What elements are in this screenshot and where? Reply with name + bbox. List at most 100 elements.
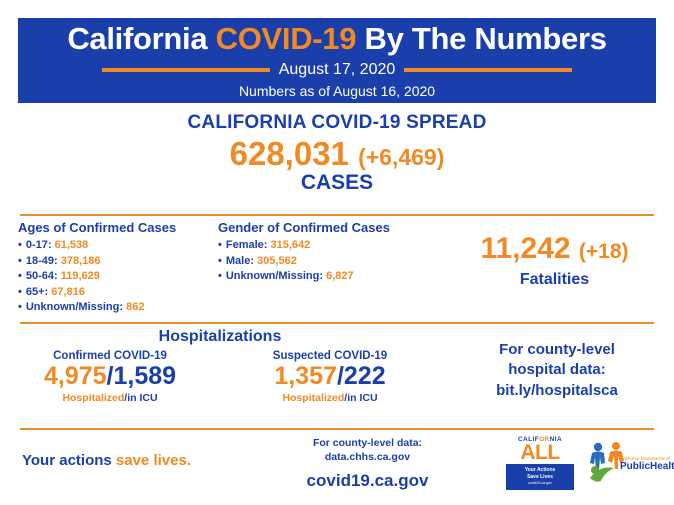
county-data-label: For county-level data: — [312, 437, 423, 449]
confirmed-icu: 1,589 — [113, 362, 177, 390]
divider-rule-top — [20, 214, 654, 216]
confirmed-sub-icu: in ICU — [127, 391, 158, 404]
gender-value: 305,562 — [257, 254, 297, 267]
banner-dateline: August 17, 2020 — [18, 61, 656, 79]
gender-label: Unknown/Missing: — [225, 270, 324, 282]
footer-links: For county-level data: data.chhs.ca.gov … — [255, 437, 480, 491]
fatalities-delta: (+18) — [578, 240, 629, 263]
california-wordmark-accent: OR — [539, 436, 550, 443]
county-hospital-data-panel: For county-level hospital data: bit.ly/h… — [440, 340, 674, 401]
total-cases-value: 628,031 (+6,469) — [0, 135, 674, 172]
spread-heading: CALIFORNIA COVID-19 SPREAD — [187, 112, 487, 133]
tagline-line-2: Save Lives — [527, 474, 553, 481]
age-label: 50-64: — [25, 270, 58, 282]
gender-heading: Gender of Confirmed Cases — [218, 220, 390, 235]
gender-label: Male: — [225, 254, 254, 267]
list-item: 0-17: 61,538 — [18, 238, 218, 254]
fatalities-value: 11,242 (+18) — [435, 232, 674, 265]
gender-value: 315,642 — [270, 239, 311, 251]
county-data-link[interactable]: data.chhs.ca.gov — [324, 450, 411, 463]
suspected-separator: / — [336, 362, 344, 390]
hospitalizations-columns: Confirmed COVID-19 4,975/1,589 Hospitali… — [0, 350, 440, 404]
public-health-name: PublicHealth — [620, 460, 674, 472]
total-cases-delta: (+6,469) — [358, 144, 445, 170]
data-as-of-subtitle: Numbers as of August 16, 2020 — [238, 82, 436, 99]
report-date: August 17, 2020 — [278, 60, 396, 78]
hospitalizations-confirmed: Confirmed COVID-19 4,975/1,589 Hospitali… — [0, 350, 220, 404]
suspected-values: 1,357/222 — [220, 362, 440, 391]
list-item: 18-49: 378,186 — [18, 254, 218, 270]
gender-label: Female: — [225, 239, 268, 251]
cases-label: CASES — [300, 170, 374, 194]
header-banner: California COVID-19 By The Numbers Augus… — [18, 18, 656, 103]
main-site-link[interactable]: covid19.ca.gov — [306, 471, 429, 491]
tagline-url: covid19.ca.gov — [528, 481, 552, 486]
title-part-2: By The Numbers — [356, 20, 607, 56]
list-item: 50-64: 119,629 — [18, 269, 218, 285]
hospitalizations-heading: Hospitalizations — [158, 328, 282, 345]
public-health-department-line: California Department of — [620, 456, 670, 461]
age-value: 61,538 — [54, 239, 89, 251]
ages-panel: Ages of Confirmed Cases 0-17: 61,538 18-… — [18, 220, 218, 316]
fatalities-panel: 11,242 (+18) Fatalities — [435, 220, 674, 289]
california-wordmark-post: NIA — [549, 436, 563, 443]
gender-panel: Gender of Confirmed Cases Female: 315,64… — [218, 220, 433, 285]
dash-left-decoration — [101, 67, 270, 72]
california-wordmark-pre: CALIF — [517, 436, 540, 443]
public-health-wordmark: California Department of PublicHealth — [620, 456, 674, 472]
suspected-hospitalized: 1,357 — [274, 362, 337, 390]
california-wordmark: CALIFORNIA — [506, 436, 574, 443]
divider-rule-middle — [20, 322, 654, 324]
tagline-line-1: Your Actions — [524, 466, 556, 473]
age-label: 0-17: — [25, 239, 52, 251]
age-label: 18-49: — [25, 254, 58, 267]
confirmed-separator: / — [106, 362, 114, 390]
divider-rule-bottom — [20, 428, 654, 430]
suspected-sub-hospitalized: Hospitalized — [282, 391, 345, 404]
title-part-1: California — [67, 20, 216, 56]
age-value: 119,629 — [60, 270, 100, 282]
all-wordmark: ALL — [520, 441, 560, 464]
public-health-figures-icon — [590, 442, 624, 482]
confirmed-sub-separator: / — [124, 391, 128, 404]
county-hospital-link[interactable]: bit.ly/hospitalsca — [496, 381, 618, 399]
confirmed-hospitalized: 4,975 — [43, 362, 107, 390]
california-all-tagline-box: Your Actions Save Lives covid19.ca.gov — [506, 463, 574, 490]
suspected-heading: Suspected COVID-19 — [272, 350, 388, 362]
ages-list: 0-17: 61,538 18-49: 378,186 50-64: 119,6… — [18, 238, 218, 316]
actions-tagline-part-1: Your actions — [22, 452, 116, 469]
hospitalizations-section: Hospitalizations Confirmed COVID-19 4,97… — [0, 328, 440, 404]
suspected-sublabel: Hospitalized/in ICU — [220, 392, 440, 404]
fatalities-label: Fatalities — [519, 271, 590, 288]
suspected-sub-icu: in ICU — [347, 391, 378, 404]
hospitalizations-suspected: Suspected COVID-19 1,357/222 Hospitalize… — [220, 350, 440, 404]
confirmed-heading: Confirmed COVID-19 — [53, 350, 167, 362]
statistics-row: Ages of Confirmed Cases 0-17: 61,538 18-… — [0, 220, 674, 320]
confirmed-sublabel: Hospitalized/in ICU — [0, 392, 220, 404]
age-value: 67,816 — [51, 285, 85, 298]
list-item: 65+: 67,816 — [18, 285, 218, 301]
age-value: 378,186 — [60, 254, 101, 267]
public-health-logo: California Department of PublicHealth — [586, 438, 674, 490]
age-label: 65+: — [25, 285, 49, 298]
dash-right-decoration — [404, 67, 573, 72]
spread-section: CALIFORNIA COVID-19 SPREAD 628,031 (+6,4… — [0, 112, 674, 194]
county-hospital-line-2: hospital data: — [508, 361, 606, 379]
list-item: Female: 315,642 — [218, 238, 433, 254]
gender-list: Female: 315,642 Male: 305,562 Unknown/Mi… — [218, 238, 433, 285]
total-cases-number: 628,031 — [229, 135, 349, 172]
california-all-logo: CALIFORNIA ALL Your Actions Save Lives c… — [506, 436, 574, 490]
actions-tagline: Your actions save lives. — [22, 452, 191, 469]
logo-group: CALIFORNIA ALL Your Actions Save Lives c… — [498, 436, 674, 494]
list-item: Male: 305,562 — [218, 254, 433, 270]
page-title: California COVID-19 By The Numbers — [67, 20, 607, 56]
gender-value: 6,827 — [326, 270, 354, 282]
confirmed-values: 4,975/1,589 — [0, 362, 220, 391]
list-item: Unknown/Missing: 6,827 — [218, 269, 433, 285]
title-highlight: COVID-19 — [215, 20, 357, 56]
fatalities-number: 11,242 — [480, 232, 571, 265]
suspected-icu: 222 — [343, 362, 386, 390]
list-item: Unknown/Missing: 862 — [18, 300, 218, 316]
confirmed-sub-hospitalized: Hospitalized — [62, 391, 125, 404]
